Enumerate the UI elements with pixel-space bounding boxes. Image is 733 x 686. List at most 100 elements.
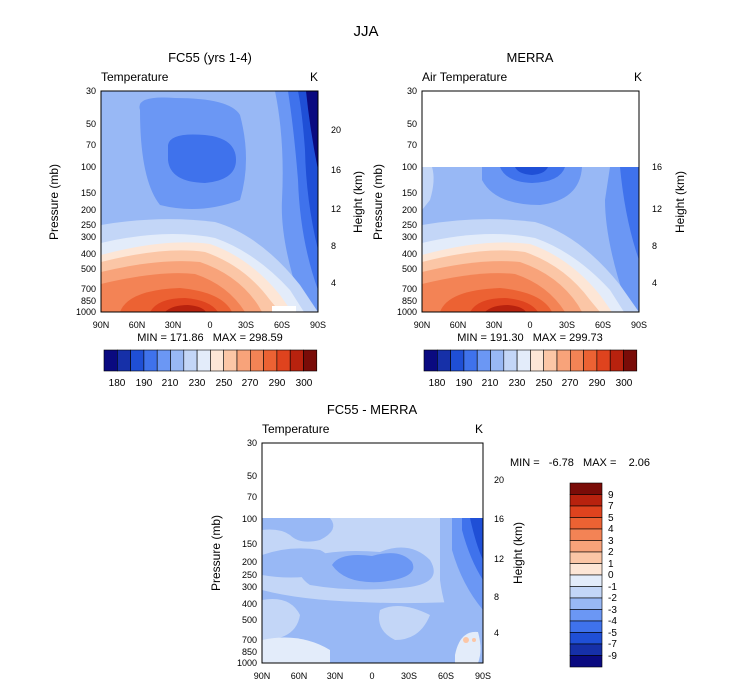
- svg-text:12: 12: [331, 204, 341, 214]
- svg-text:290: 290: [589, 378, 606, 389]
- svg-text:30S: 30S: [401, 671, 417, 681]
- svg-text:500: 500: [81, 264, 96, 274]
- colorbar-swatch: [569, 349, 584, 372]
- contour-field: [262, 443, 483, 663]
- y-axis-label: Pressure (mb): [209, 515, 223, 591]
- svg-text:300: 300: [242, 582, 257, 592]
- svg-text:300: 300: [296, 378, 313, 389]
- svg-text:270: 270: [242, 378, 259, 389]
- svg-text:70: 70: [86, 140, 96, 150]
- svg-text:90S: 90S: [475, 671, 491, 681]
- svg-text:60N: 60N: [129, 320, 146, 330]
- svg-text:0: 0: [608, 570, 614, 581]
- unit-label: K: [634, 70, 642, 84]
- svg-text:250: 250: [402, 220, 417, 230]
- colorbar-swatch: [476, 349, 491, 372]
- svg-text:180: 180: [429, 378, 446, 389]
- svg-text:60S: 60S: [595, 320, 611, 330]
- y2-axis-label: Height (km): [673, 171, 687, 233]
- svg-text:8: 8: [331, 241, 336, 251]
- colorbar-swatch: [569, 494, 603, 507]
- field-label: Air Temperature: [422, 70, 507, 84]
- svg-text:5: 5: [608, 513, 614, 524]
- svg-text:400: 400: [402, 249, 417, 259]
- colorbar-swatch: [210, 349, 224, 372]
- svg-text:850: 850: [242, 647, 257, 657]
- svg-text:60S: 60S: [274, 320, 290, 330]
- svg-text:1000: 1000: [397, 307, 417, 317]
- colorbar-swatch: [583, 349, 598, 372]
- svg-text:30: 30: [407, 86, 417, 96]
- svg-text:700: 700: [81, 284, 96, 294]
- svg-text:4: 4: [331, 278, 336, 288]
- y2-ticks: 20 16 12 8 4: [494, 475, 504, 638]
- y2-axis-label: Height (km): [511, 522, 525, 584]
- y2-ticks: 16 12 8 4: [652, 162, 662, 288]
- field-label: Temperature: [101, 70, 169, 84]
- svg-text:0: 0: [207, 320, 212, 330]
- svg-text:-2: -2: [608, 593, 617, 604]
- svg-text:12: 12: [494, 554, 504, 564]
- svg-text:210: 210: [162, 378, 179, 389]
- svg-text:30: 30: [86, 86, 96, 96]
- svg-text:90N: 90N: [93, 320, 110, 330]
- svg-text:100: 100: [81, 162, 96, 172]
- colorbar-swatch: [450, 349, 465, 372]
- colorbar-swatch: [596, 349, 611, 372]
- svg-text:4: 4: [608, 524, 614, 535]
- svg-text:50: 50: [86, 119, 96, 129]
- svg-text:200: 200: [242, 557, 257, 567]
- colorbar-swatch: [183, 349, 198, 372]
- colorbar-swatch: [223, 349, 238, 372]
- svg-text:30N: 30N: [486, 320, 503, 330]
- colorbar: 180 190 210 230 250 270 290 300: [103, 349, 318, 389]
- field-label: Temperature: [262, 422, 330, 436]
- colorbar-swatch: [276, 349, 291, 372]
- colorbar-swatch: [569, 563, 603, 576]
- svg-text:700: 700: [242, 635, 257, 645]
- svg-text:300: 300: [616, 378, 633, 389]
- colorbar-swatch: [143, 349, 158, 372]
- colorbar-swatch: [263, 349, 278, 372]
- colorbar-swatch: [556, 349, 571, 372]
- svg-text:150: 150: [242, 539, 257, 549]
- panel-title: FC55 (yrs 1-4): [168, 50, 252, 65]
- svg-text:190: 190: [456, 378, 473, 389]
- colorbar-swatch: [569, 655, 603, 668]
- svg-text:60N: 60N: [291, 671, 308, 681]
- panel-merra: MERRA Air Temperature K 30 50 70: [371, 50, 687, 389]
- svg-text:270: 270: [562, 378, 579, 389]
- svg-text:300: 300: [81, 232, 96, 242]
- svg-text:30S: 30S: [238, 320, 254, 330]
- colorbar-swatch: [543, 349, 558, 372]
- colorbar-swatch: [609, 349, 624, 372]
- svg-text:0: 0: [527, 320, 532, 330]
- svg-text:100: 100: [402, 162, 417, 172]
- svg-text:70: 70: [407, 140, 417, 150]
- colorbar-swatch: [303, 349, 318, 372]
- x-ticks: 90N 60N 30N 0 30S 60S 90S: [414, 320, 647, 330]
- svg-text:850: 850: [81, 296, 96, 306]
- y-axis-label: Pressure (mb): [47, 164, 61, 240]
- svg-text:-4: -4: [608, 616, 617, 627]
- svg-text:8: 8: [652, 241, 657, 251]
- svg-text:60S: 60S: [438, 671, 454, 681]
- stats-text: MIN = 191.30 MAX = 299.73: [457, 332, 603, 344]
- y2-ticks: 20 16 12 8 4: [331, 125, 341, 288]
- svg-text:50: 50: [407, 119, 417, 129]
- colorbar-swatch: [569, 517, 603, 530]
- svg-text:250: 250: [242, 570, 257, 580]
- colorbar-swatch: [130, 349, 145, 372]
- panel-fc55: FC55 (yrs 1-4) Temperature K 30 50: [47, 50, 365, 389]
- colorbar-swatch: [569, 620, 603, 633]
- colorbar-swatch: [423, 349, 438, 372]
- svg-text:90S: 90S: [631, 320, 647, 330]
- svg-text:400: 400: [81, 249, 96, 259]
- svg-text:2: 2: [608, 547, 614, 558]
- svg-text:0: 0: [369, 671, 374, 681]
- svg-text:290: 290: [269, 378, 286, 389]
- colorbar-swatch: [569, 505, 603, 518]
- colorbar-swatch: [569, 551, 603, 564]
- svg-text:190: 190: [136, 378, 153, 389]
